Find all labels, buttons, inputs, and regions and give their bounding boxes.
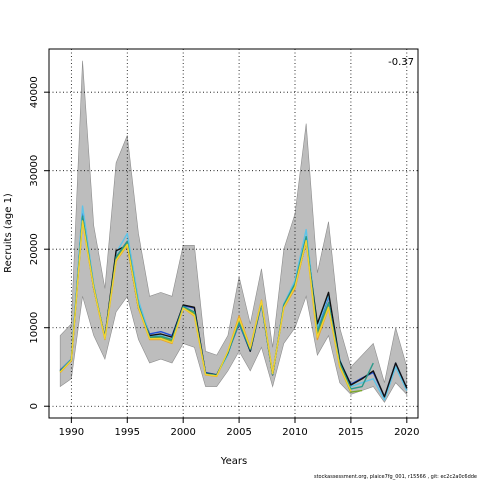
y-tick-label: 30000 (29, 155, 40, 187)
y-axis: 0 10000 20000 30000 40000 (29, 76, 49, 409)
x-axis: 1990 1995 2000 2005 2010 2015 2020 (59, 418, 420, 438)
series-layer (59, 205, 408, 401)
confidence-band-layer (59, 60, 408, 403)
x-axis-label: Years (220, 456, 247, 467)
x-tick-label: 1990 (59, 427, 84, 438)
x-tick-label: 2005 (226, 427, 251, 438)
y-tick-label: 20000 (29, 233, 40, 265)
x-tick-label: 1995 (115, 427, 140, 438)
y-tick-label: 40000 (29, 76, 40, 108)
y-tick-label: 10000 (29, 312, 40, 344)
y-axis-label: Recruits (age 1) (3, 193, 14, 273)
plot-frame (48, 48, 419, 419)
y-tick-label: 0 (29, 403, 40, 409)
series-line-7 (59, 220, 352, 392)
rho-annotation: -0.37 (388, 57, 414, 68)
x-tick-label: 2010 (282, 427, 307, 438)
x-tick-label: 2020 (394, 427, 419, 438)
confidence-band (59, 60, 408, 403)
footer-text: stockassessment.org, plaice7fg_001, r155… (314, 474, 477, 480)
x-tick-label: 2015 (338, 427, 363, 438)
x-tick-label: 2000 (170, 427, 195, 438)
